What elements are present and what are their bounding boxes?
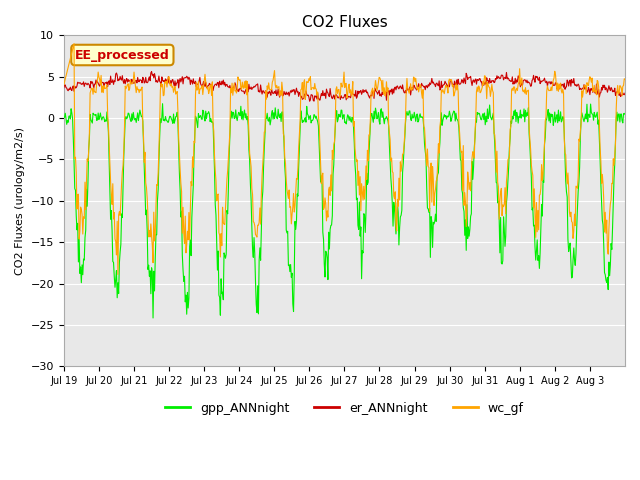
Y-axis label: CO2 Fluxes (urology/m2/s): CO2 Fluxes (urology/m2/s): [15, 127, 25, 275]
Text: EE_processed: EE_processed: [75, 48, 170, 61]
Title: CO2 Fluxes: CO2 Fluxes: [301, 15, 387, 30]
Legend: gpp_ANNnight, er_ANNnight, wc_gf: gpp_ANNnight, er_ANNnight, wc_gf: [160, 396, 529, 420]
